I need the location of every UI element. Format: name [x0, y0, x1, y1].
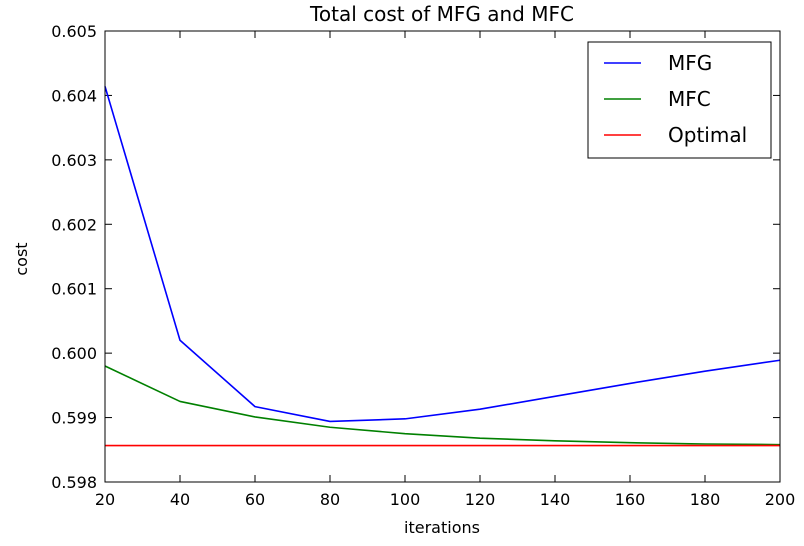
- plot-frame: [104, 30, 781, 483]
- x-tick-label: 80: [320, 490, 340, 509]
- x-tick-label: 180: [690, 490, 721, 509]
- y-tick-label: 0.598: [51, 473, 97, 492]
- x-tick-label: 60: [245, 490, 265, 509]
- y-tick-label: 0.603: [51, 151, 97, 170]
- series-line-mfc: [104, 365, 781, 446]
- x-tick-label: 200: [765, 490, 796, 509]
- legend-label: MFC: [668, 87, 711, 111]
- x-axis-label: iterations: [404, 518, 480, 537]
- plot-area: 20 40 60 80 100 120 140 160 180 200 0.598 0.599 0.60…: [51, 22, 795, 509]
- chart-title: Total cost of MFG and MFC: [309, 2, 574, 26]
- y-tick-label: 0.601: [51, 280, 97, 299]
- legend: MFG MFC Optimal: [587, 41, 772, 159]
- y-tick-label: 0.599: [51, 409, 97, 428]
- series-line-mfg: [104, 86, 781, 423]
- x-tick-label: 120: [465, 490, 496, 509]
- legend-label: Optimal: [668, 123, 747, 147]
- y-tick-label: 0.605: [51, 22, 97, 41]
- y-axis-label: cost: [12, 242, 31, 275]
- y-tick-label: 0.600: [51, 344, 97, 363]
- x-tick-label: 160: [615, 490, 646, 509]
- legend-label: MFG: [668, 51, 712, 75]
- x-tick-label: 100: [390, 490, 421, 509]
- legend-box: [587, 41, 772, 159]
- y-tick-label: 0.602: [51, 215, 97, 234]
- x-tick-label: 40: [170, 490, 190, 509]
- x-tick-label: 20: [95, 490, 115, 509]
- x-tick-label: 140: [540, 490, 571, 509]
- y-tick-label: 0.604: [51, 86, 97, 105]
